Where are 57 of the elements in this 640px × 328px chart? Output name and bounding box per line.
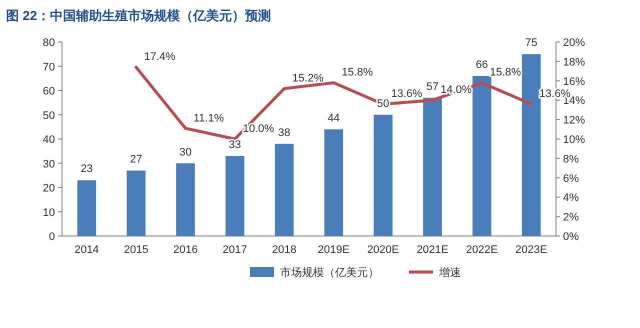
x-tick-label: 2023E xyxy=(515,244,548,256)
x-tick-label: 2021E xyxy=(416,244,448,256)
y2-tick-label: 12% xyxy=(563,114,586,127)
data-label: 17.4% xyxy=(144,51,176,64)
x-tick-label: 2014 xyxy=(74,244,99,256)
x-tick-label: 2022E xyxy=(466,244,498,256)
y2-tick-label: 18% xyxy=(563,56,586,68)
data-label: 33 xyxy=(228,138,242,151)
y2-tick-label: 20% xyxy=(563,37,586,49)
x-tick-label: 2016 xyxy=(173,244,198,256)
y-tick-label: 50 xyxy=(42,110,55,122)
data-label: 38 xyxy=(278,126,290,139)
bar xyxy=(324,129,344,236)
data-label: 30 xyxy=(179,146,192,158)
y-tick-label: 0 xyxy=(48,231,55,243)
legend-label: 市场规模（亿美元） xyxy=(280,266,379,279)
x-tick-label: 2018 xyxy=(272,244,297,256)
y-tick-label: 40 xyxy=(42,134,55,146)
y2-tick-label: 4% xyxy=(563,192,580,204)
bar xyxy=(226,156,244,236)
y2-tick-label: 10% xyxy=(563,134,586,146)
x-tick-label: 2019E xyxy=(318,244,350,256)
chart-title: 图 22：中国辅助生殖市场规模（亿美元）预测 xyxy=(6,8,272,23)
data-label: 23 xyxy=(80,163,93,176)
data-label: 15.2% xyxy=(292,72,324,85)
y2-tick-label: 2% xyxy=(563,212,580,224)
x-tick-label: 2015 xyxy=(124,244,148,256)
y-tick-label: 70 xyxy=(42,61,55,74)
bar xyxy=(274,144,294,236)
y2-tick-label: 8% xyxy=(563,153,580,166)
data-label: 27 xyxy=(130,154,142,166)
y2-tick-label: 6% xyxy=(563,172,580,185)
x-tick-label: 2020E xyxy=(367,244,400,256)
legend-label: 增速 xyxy=(438,266,461,279)
bar xyxy=(423,98,442,236)
bar xyxy=(77,180,96,236)
bar xyxy=(522,54,541,236)
data-label: 75 xyxy=(525,37,538,50)
y2-tick-label: 0% xyxy=(563,231,580,243)
y2-tick-label: 16% xyxy=(563,76,586,88)
bar xyxy=(126,170,146,236)
data-label: 15.8% xyxy=(490,66,522,79)
data-label: 15.8% xyxy=(342,66,374,79)
x-tick-label: 2017 xyxy=(222,244,248,256)
data-label: 44 xyxy=(328,112,340,124)
bar xyxy=(374,114,392,236)
y-tick-label: 60 xyxy=(42,86,55,98)
y-tick-label: 30 xyxy=(42,158,55,170)
y-tick-label: 10 xyxy=(42,206,55,219)
data-label: 11.1% xyxy=(194,112,224,124)
bar xyxy=(176,163,195,236)
y-tick-label: 20 xyxy=(42,182,55,194)
bar xyxy=(472,76,492,236)
y-tick-label: 80 xyxy=(42,37,55,49)
data-label: 57 xyxy=(426,80,439,93)
data-label: 66 xyxy=(476,58,488,71)
data-label: 13.6% xyxy=(391,88,423,100)
